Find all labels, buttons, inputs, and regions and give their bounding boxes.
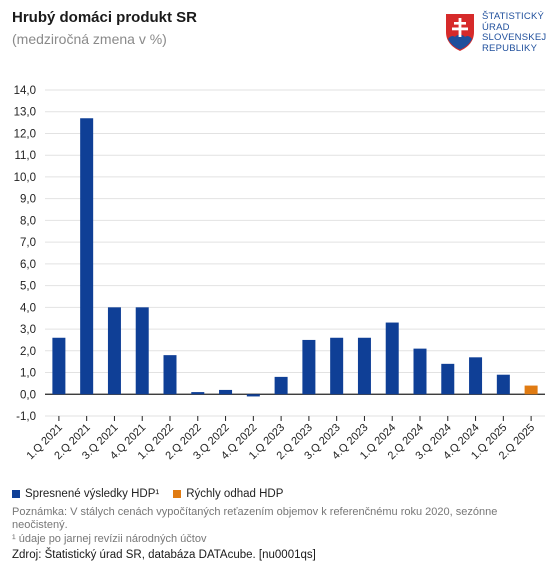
- bar: [302, 339, 316, 395]
- y-tick-label: 13,0: [14, 107, 36, 119]
- y-tick-label: 7,0: [20, 237, 36, 249]
- y-tick-label: 12,0: [14, 128, 36, 140]
- chart-source: Zdroj: Štatistický úrad SR, databáza DAT…: [12, 549, 316, 561]
- statistical-office-logo: ŠTATISTICKÝ ÚRAD SLOVENSKEJ REPUBLIKY: [444, 11, 554, 64]
- chart-grid: [45, 89, 545, 417]
- bar: [52, 337, 66, 395]
- bar: [80, 118, 94, 395]
- legend-item-flash: Rýchly odhad HDP: [173, 488, 283, 500]
- y-tick-label: 2,0: [20, 346, 36, 358]
- chart-note: Poznámka: V stálych cenách vypočítaných …: [12, 506, 498, 531]
- chart-bars: [52, 118, 538, 397]
- y-tick-label: 10,0: [14, 172, 36, 184]
- bar: [330, 337, 344, 395]
- legend-item-revised: Spresnené výsledky HDP¹: [12, 488, 159, 500]
- logo-text: ŠTATISTICKÝ ÚRAD SLOVENSKEJ REPUBLIKY: [482, 11, 547, 54]
- bar: [441, 363, 455, 395]
- bar: [107, 307, 121, 395]
- bar: [413, 348, 427, 395]
- logo-line: REPUBLIKY: [482, 42, 538, 54]
- bar: [385, 322, 399, 395]
- chart-legend: Spresnené výsledky HDP¹ Rýchly odhad HDP: [12, 488, 283, 500]
- gdp-bar-chart: -1,0 0,0 1,0 2,0 3,0 4,0 5,0 6,0 7,0 8,0 9,0 10,0 11…: [14, 85, 545, 462]
- bar: [191, 392, 205, 395]
- y-tick-label: 5,0: [20, 281, 36, 293]
- bar: [524, 385, 538, 395]
- bar: [496, 374, 510, 395]
- chart-footnote: ¹ údaje po jarnej revízii národných účto…: [12, 533, 207, 545]
- y-tick-label: 14,0: [14, 85, 36, 97]
- page-subtitle: (medziročná zmena v %): [12, 31, 167, 47]
- page-title: Hrubý domáci produkt SR: [12, 9, 198, 26]
- bar: [469, 357, 483, 395]
- y-tick-label: 1,0: [20, 368, 36, 380]
- y-tick-label: 0,0: [20, 389, 36, 401]
- y-tick-label: 6,0: [20, 259, 36, 271]
- logo-line: ÚRAD: [482, 21, 510, 33]
- bar: [219, 389, 233, 395]
- bar: [246, 394, 260, 397]
- slovak-coat-of-arms-icon: [446, 14, 474, 51]
- legend-label: Rýchly odhad HDP: [186, 488, 284, 500]
- y-tick-label: -1,0: [16, 411, 36, 423]
- legend-swatch-orange: [173, 490, 182, 498]
- logo-line: SLOVENSKEJ: [482, 32, 547, 43]
- bar: [274, 376, 288, 395]
- legend-swatch-blue: [12, 490, 20, 498]
- y-axis-ticks: -1,0 0,0 1,0 2,0 3,0 4,0 5,0 6,0 7,0 8,0 9,0 10,0 11…: [14, 85, 36, 423]
- y-tick-label: 9,0: [20, 194, 36, 206]
- bar: [163, 355, 177, 395]
- y-tick-label: 11,0: [14, 150, 36, 162]
- logo-line: ŠTATISTICKÝ: [482, 11, 545, 22]
- y-tick-label: 4,0: [20, 302, 36, 314]
- bar: [135, 307, 149, 395]
- y-tick-label: 8,0: [20, 215, 36, 227]
- y-tick-label: 3,0: [20, 324, 36, 336]
- legend-label: Spresnené výsledky HDP¹: [25, 488, 160, 500]
- bar: [357, 337, 371, 395]
